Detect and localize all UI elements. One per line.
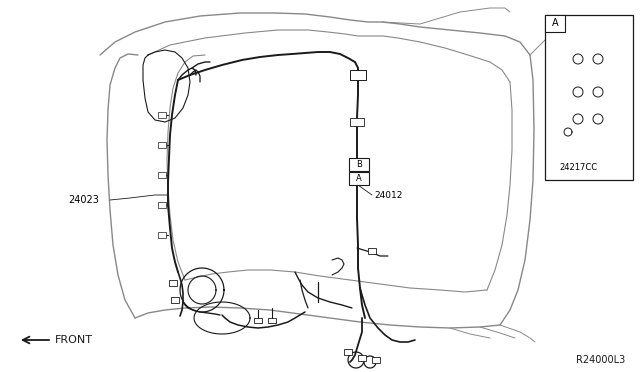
- Text: 24023: 24023: [68, 195, 99, 205]
- Text: B: B: [356, 160, 362, 169]
- Text: 24217CC: 24217CC: [559, 163, 597, 171]
- Bar: [350, 70, 366, 80]
- Bar: [158, 142, 166, 148]
- Bar: [158, 112, 166, 118]
- Text: A: A: [356, 174, 362, 183]
- Text: A: A: [552, 19, 558, 29]
- Bar: [344, 349, 352, 355]
- Bar: [171, 297, 179, 303]
- Bar: [545, 15, 633, 180]
- Bar: [350, 118, 364, 126]
- Bar: [545, 15, 565, 32]
- Text: R24000L3: R24000L3: [576, 355, 625, 365]
- Bar: [169, 280, 177, 286]
- Bar: [368, 248, 376, 254]
- Bar: [254, 318, 262, 323]
- Text: 24012: 24012: [374, 190, 403, 199]
- Bar: [158, 172, 166, 178]
- Bar: [358, 355, 366, 361]
- Bar: [349, 172, 369, 185]
- Bar: [158, 202, 166, 208]
- Text: FRONT: FRONT: [55, 335, 93, 345]
- Bar: [158, 232, 166, 238]
- Bar: [349, 158, 369, 171]
- Bar: [372, 357, 380, 363]
- Bar: [268, 318, 276, 323]
